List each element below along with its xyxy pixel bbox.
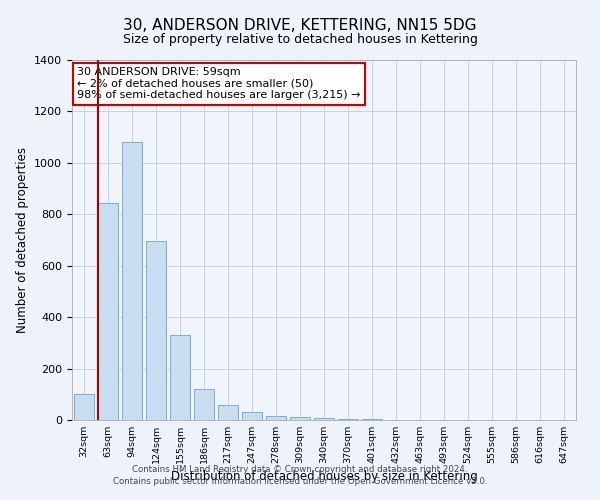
- Text: 30, ANDERSON DRIVE, KETTERING, NN15 5DG: 30, ANDERSON DRIVE, KETTERING, NN15 5DG: [123, 18, 477, 32]
- Text: Size of property relative to detached houses in Kettering: Size of property relative to detached ho…: [122, 32, 478, 46]
- Bar: [338, 418, 358, 420]
- Bar: [122, 142, 142, 420]
- Text: Contains public sector information licensed under the Open Government Licence v3: Contains public sector information licen…: [113, 477, 487, 486]
- Y-axis label: Number of detached properties: Number of detached properties: [16, 147, 29, 333]
- Bar: [98, 202, 118, 420]
- Bar: [170, 335, 190, 420]
- Bar: [146, 242, 166, 420]
- Bar: [218, 404, 238, 420]
- Bar: [242, 412, 262, 420]
- Bar: [314, 418, 334, 420]
- Bar: [74, 394, 94, 420]
- Bar: [290, 418, 310, 420]
- Text: 30 ANDERSON DRIVE: 59sqm
← 2% of detached houses are smaller (50)
98% of semi-de: 30 ANDERSON DRIVE: 59sqm ← 2% of detache…: [77, 67, 361, 100]
- X-axis label: Distribution of detached houses by size in Kettering: Distribution of detached houses by size …: [170, 470, 478, 483]
- Bar: [266, 416, 286, 420]
- Bar: [194, 389, 214, 420]
- Text: Contains HM Land Registry data © Crown copyright and database right 2024.: Contains HM Land Registry data © Crown c…: [132, 466, 468, 474]
- Bar: [362, 419, 382, 420]
